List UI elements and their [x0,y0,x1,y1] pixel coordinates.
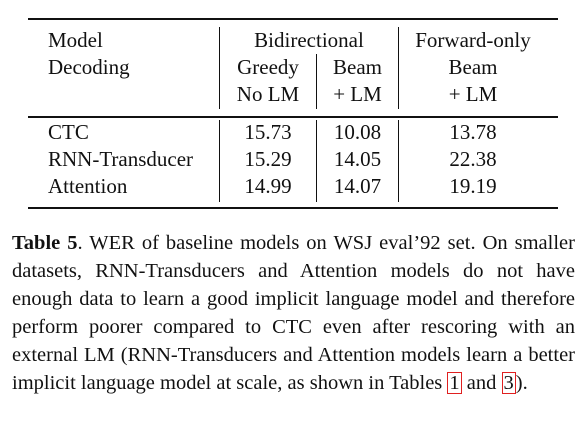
header-no-lm: No LM [236,82,300,106]
divider-model [219,27,220,109]
table-caption: Table 5. WER of baseline models on WSJ e… [12,229,575,397]
caption-label: Table 5 [12,232,78,254]
row-beam-value: 10.08 [333,120,382,144]
row-forward-value: 22.38 [449,147,497,171]
header-bidirectional: Bidirectional [254,28,364,52]
row-greedy-value: 15.73 [244,120,292,144]
caption-text: . WER of baseline models on WSJ eval’92 … [12,232,575,394]
header-forward-lm: + LM [448,82,498,106]
row-forward-value: 19.19 [449,174,497,198]
divider-model-body [219,120,220,202]
row-beam-value: 14.05 [333,147,382,171]
header-model: Model [48,28,103,52]
caption-and: and [461,372,502,394]
row-model: RNN-Transducer [48,147,194,171]
divider-forward [398,27,399,109]
row-greedy-value: 15.29 [244,147,292,171]
bottom-rule [28,207,558,209]
divider-greedy-beam [316,54,317,109]
row-greedy-value: 14.99 [244,174,292,198]
header-rule [28,116,558,118]
row-forward-value: 13.78 [449,120,497,144]
row-model: Attention [48,174,128,198]
header-forward-beam: Beam [448,55,498,79]
header-greedy: Greedy [237,55,299,79]
row-model: CTC [48,120,89,144]
header-forward-only: Forward-only [415,28,531,52]
header-beam: Beam [333,55,382,79]
row-beam-value: 14.07 [333,174,382,198]
divider-greedy-beam-body [316,120,317,202]
table-ref-link[interactable]: 1 [447,372,462,394]
table-ref-link[interactable]: 3 [501,372,516,394]
header-decoding: Decoding [48,55,130,79]
top-rule [28,18,558,20]
divider-forward-body [398,120,399,202]
caption-end: ). [515,372,528,394]
header-beam-lm: + LM [333,82,382,106]
